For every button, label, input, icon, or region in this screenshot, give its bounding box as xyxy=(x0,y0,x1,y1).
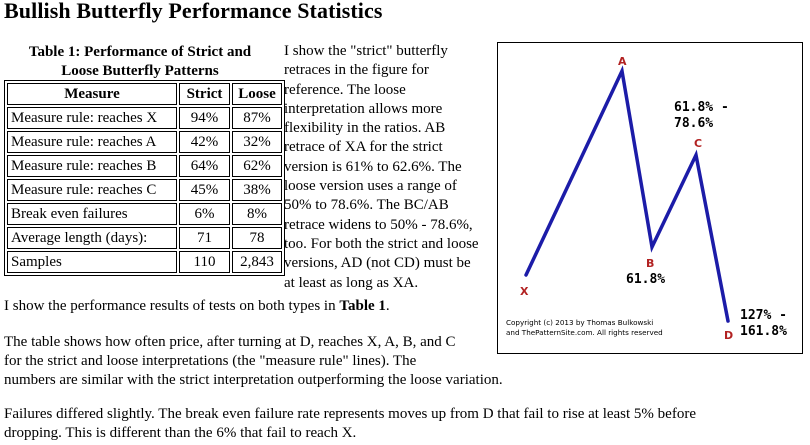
page-title: Bullish Butterfly Performance Statistics xyxy=(4,0,383,23)
table-cell-loose: 62% xyxy=(232,155,282,177)
point-label-d: D xyxy=(724,329,733,342)
table-cell-strict: 64% xyxy=(179,155,230,177)
side-text-line: retraces in the figure for xyxy=(284,62,429,79)
point-label-b: B xyxy=(646,257,654,270)
table-cell-strict: 6% xyxy=(179,203,230,225)
paragraph-1-end: . xyxy=(385,298,390,314)
table-cell-measure: Measure rule: reaches B xyxy=(7,155,177,177)
table-cell-strict: 94% xyxy=(179,107,230,129)
side-text-line: too. For both the strict and loose xyxy=(284,235,479,252)
table-cell-strict: 110 xyxy=(179,251,230,273)
ratio-label-ad-line-2: 161.8% xyxy=(740,324,787,339)
table-cell-strict: 45% xyxy=(179,179,230,201)
paragraph-3-line: dropping. This is different than the 6% … xyxy=(4,425,357,441)
side-text-line: I show the "strict" butterfly xyxy=(284,43,448,59)
table-cell-loose: 38% xyxy=(232,179,282,201)
table-cell-loose: 32% xyxy=(232,131,282,153)
table-row: Break even failures 6% 8% xyxy=(7,203,282,225)
side-text-line: reference. The loose xyxy=(284,81,406,98)
butterfly-figure: X A B C D 61.8% - 78.6% 61.8% 127% - 161… xyxy=(497,42,803,354)
ratio-label-bc-line-1: 61.8% - xyxy=(674,100,729,115)
ratio-label-ab: 61.8% xyxy=(626,272,665,287)
table-cell-loose: 8% xyxy=(232,203,282,225)
paragraph-1: I show the performance results of tests … xyxy=(4,297,390,316)
table-row: Samples 110 2,843 xyxy=(7,251,282,273)
table-cell-strict: 42% xyxy=(179,131,230,153)
column-header-strict: Strict xyxy=(179,83,230,105)
table-cell-measure: Measure rule: reaches A xyxy=(7,131,177,153)
table-row: Measure rule: reaches B 64% 62% xyxy=(7,155,282,177)
point-label-a: A xyxy=(618,55,627,68)
paragraph-2: The table shows how often price, after t… xyxy=(4,333,503,390)
side-text: I show the "strict" butterfly retraces i… xyxy=(284,42,496,293)
side-text-line: retrace widens to 50% - 78.6%, xyxy=(284,216,473,233)
point-label-c: C xyxy=(694,137,702,150)
table-row: Measure rule: reaches X 94% 87% xyxy=(7,107,282,129)
ratio-label-ad-line-1: 127% - xyxy=(740,308,787,323)
table-cell-measure: Measure rule: reaches X xyxy=(7,107,177,129)
table-cell-loose: 78 xyxy=(232,227,282,249)
table-row: Average length (days): 71 78 xyxy=(7,227,282,249)
ratio-label-bc-line-2: 78.6% xyxy=(674,116,713,131)
column-header-measure: Measure xyxy=(7,83,177,105)
side-text-line: at least as long as XA. xyxy=(284,274,419,291)
copyright-line-1: Copyright (c) 2013 by Thomas Bulkowski xyxy=(506,318,653,327)
table-caption: Table 1: Performance of Strict and Loose… xyxy=(0,43,280,81)
table-caption-line-2: Loose Butterfly Patterns xyxy=(61,63,219,79)
side-text-line: retrace of XA for the strict xyxy=(284,139,443,156)
paragraph-3: Failures differed slightly. The break ev… xyxy=(4,405,696,443)
column-header-loose: Loose xyxy=(232,83,282,105)
side-text-line: flexibility in the ratios. AB xyxy=(284,120,446,137)
table-header-row: Measure Strict Loose xyxy=(7,83,282,105)
paragraph-1-text: I show the performance results of tests … xyxy=(4,298,340,314)
paragraph-3-line: Failures differed slightly. The break ev… xyxy=(4,406,696,422)
paragraph-2-line: for the strict and loose interpretations… xyxy=(4,353,417,369)
point-label-x: X xyxy=(520,285,529,298)
paragraph-2-line: numbers are similar with the strict inte… xyxy=(4,372,503,388)
table-row: Measure rule: reaches A 42% 32% xyxy=(7,131,282,153)
table-caption-line-1: Table 1: Performance of Strict and xyxy=(28,44,252,60)
butterfly-diagram: X A B C D 61.8% - 78.6% 61.8% 127% - 161… xyxy=(506,55,787,342)
side-text-line: 50% to 78.6%. The BC/AB xyxy=(284,197,449,214)
table-cell-loose: 87% xyxy=(232,107,282,129)
side-text-line: versions, AD (not CD) must be xyxy=(284,255,471,272)
table-cell-measure: Measure rule: reaches C xyxy=(7,179,177,201)
table-reference: Table 1 xyxy=(339,298,386,314)
table-cell-measure: Samples xyxy=(7,251,177,273)
side-text-line: loose version uses a range of xyxy=(284,178,457,195)
pattern-line xyxy=(524,65,730,323)
side-text-line: interpretation allows more xyxy=(284,100,443,117)
paragraph-2-line: The table shows how often price, after t… xyxy=(4,334,456,350)
table-row: Measure rule: reaches C 45% 38% xyxy=(7,179,282,201)
table-cell-measure: Average length (days): xyxy=(7,227,177,249)
table-cell-strict: 71 xyxy=(179,227,230,249)
copyright-line-2: and ThePatternSite.com. All rights reser… xyxy=(506,328,663,337)
table-cell-loose: 2,843 xyxy=(232,251,282,273)
performance-table: Measure Strict Loose Measure rule: reach… xyxy=(4,80,285,276)
table-cell-measure: Break even failures xyxy=(7,203,177,225)
side-text-line: version is 61% to 62.6%. The xyxy=(284,158,462,175)
